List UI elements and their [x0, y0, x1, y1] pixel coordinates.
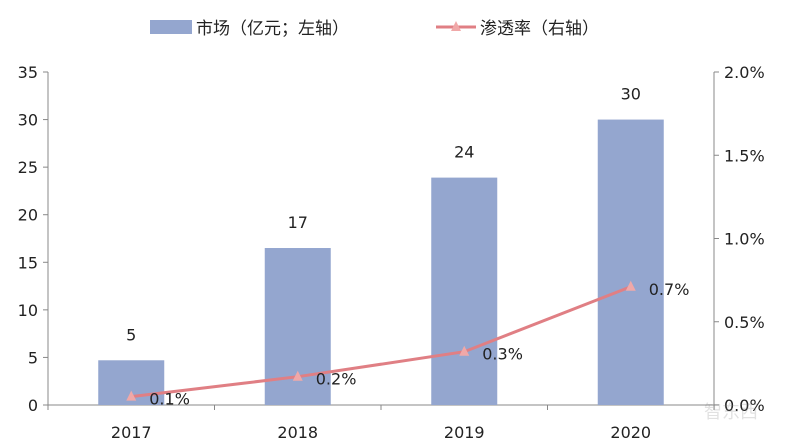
- line-data-label: 0.3%: [482, 345, 523, 364]
- legend-line-label: 渗透率（右轴）: [480, 19, 599, 39]
- line-data-label: 0.2%: [316, 370, 357, 389]
- x-tick-label: 2020: [610, 423, 651, 442]
- legend-triangle-icon: [451, 21, 461, 31]
- left-tick-label: 15: [18, 253, 38, 272]
- right-tick-label: 1.5%: [724, 146, 765, 165]
- line-data-label: 0.1%: [149, 390, 190, 409]
- bar-data-label: 30: [621, 85, 641, 104]
- legend-bar-label: 市场（亿元；左轴）: [196, 19, 349, 39]
- right-tick-label: 2.0%: [724, 63, 765, 82]
- left-tick-label: 5: [28, 348, 38, 367]
- line-marker-triangle-icon: [292, 370, 303, 381]
- bar-2020: [597, 119, 664, 406]
- x-tick-label: 2017: [111, 423, 152, 442]
- line-marker-triangle-icon: [126, 390, 137, 401]
- right-tick-label: 0.5%: [724, 313, 765, 332]
- left-tick-label: 30: [18, 111, 38, 130]
- left-tick-label: 20: [18, 206, 38, 225]
- x-tick-label: 2018: [277, 423, 318, 442]
- watermark-logo: 智东西: [704, 402, 758, 423]
- penetration-rate-line: [131, 285, 632, 399]
- line-data-label: 0.7%: [649, 280, 690, 299]
- left-tick-label: 0: [28, 396, 38, 415]
- right-tick-label: 1.0%: [724, 230, 765, 249]
- left-tick-label: 25: [18, 158, 38, 177]
- x-tick-label: 2019: [444, 423, 485, 442]
- line-marker-triangle-icon: [459, 345, 470, 356]
- left-tick-label: 10: [18, 301, 38, 320]
- left-tick-label: 35: [18, 63, 38, 82]
- line-marker-triangle-icon: [625, 280, 636, 291]
- bar-data-label: 24: [454, 143, 474, 162]
- bar-data-label: 5: [126, 325, 136, 344]
- bar-data-label: 17: [288, 213, 308, 232]
- bar-2019: [431, 177, 498, 405]
- right-tick-label: 0.0%: [724, 396, 765, 415]
- legend-bar-swatch: [150, 20, 192, 34]
